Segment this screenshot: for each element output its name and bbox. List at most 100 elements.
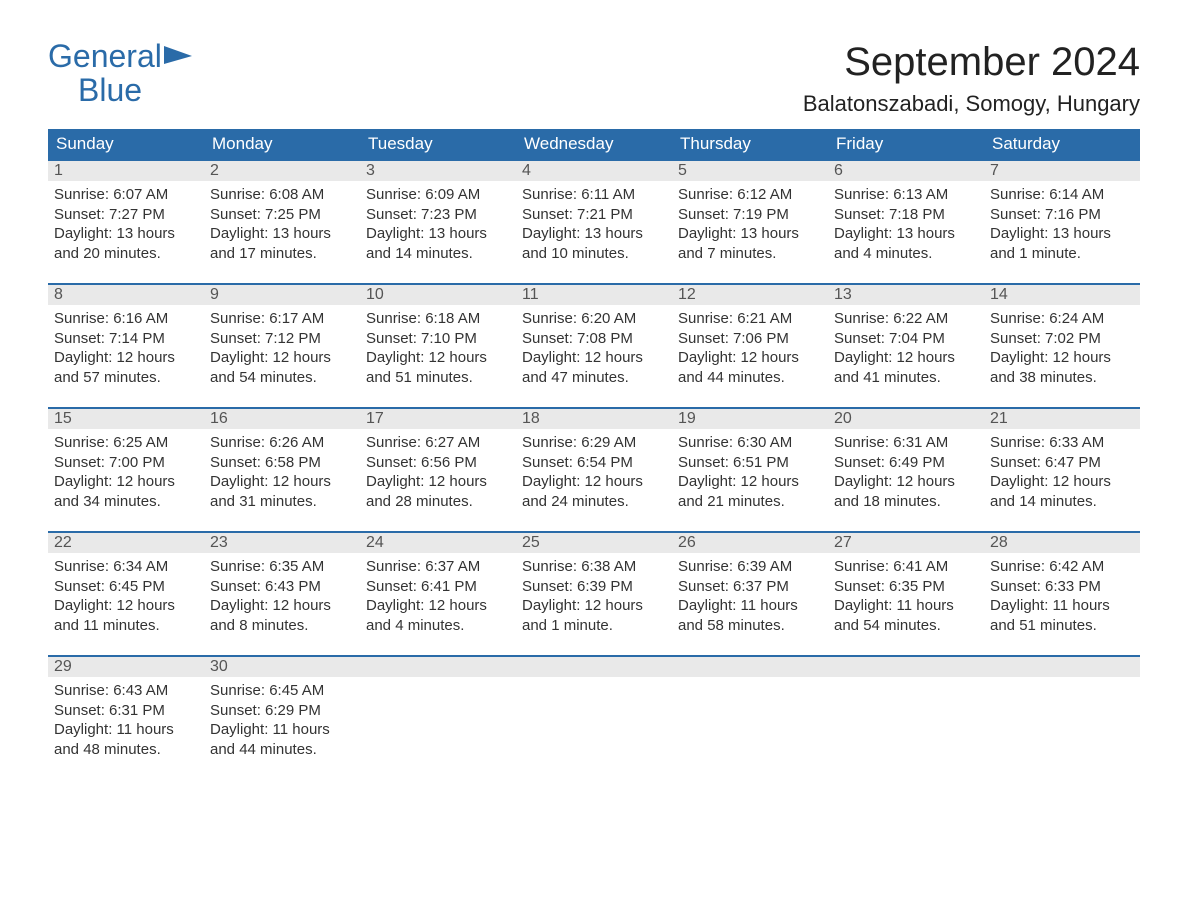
day-body: Sunrise: 6:18 AMSunset: 7:10 PMDaylight:…: [360, 305, 516, 387]
calendar-cell: [828, 655, 984, 779]
calendar-cell: 29Sunrise: 6:43 AMSunset: 6:31 PMDayligh…: [48, 655, 204, 779]
sunrise-line: Sunrise: 6:21 AM: [678, 309, 822, 329]
sunset-line: Sunset: 7:14 PM: [54, 329, 198, 349]
day-body: Sunrise: 6:41 AMSunset: 6:35 PMDaylight:…: [828, 553, 984, 635]
day-number: 15: [48, 407, 204, 429]
day-number: 17: [360, 407, 516, 429]
day-cell: 4Sunrise: 6:11 AMSunset: 7:21 PMDaylight…: [516, 159, 672, 283]
daylight-line: Daylight: 11 hours and 51 minutes.: [990, 596, 1134, 635]
sunrise-line: Sunrise: 6:25 AM: [54, 433, 198, 453]
calendar-cell: 28Sunrise: 6:42 AMSunset: 6:33 PMDayligh…: [984, 531, 1140, 655]
logo-flag-icon: [164, 46, 198, 76]
sunset-line: Sunset: 6:51 PM: [678, 453, 822, 473]
sunrise-line: Sunrise: 6:31 AM: [834, 433, 978, 453]
day-body: Sunrise: 6:30 AMSunset: 6:51 PMDaylight:…: [672, 429, 828, 511]
day-cell-empty: [984, 655, 1140, 779]
day-cell: 29Sunrise: 6:43 AMSunset: 6:31 PMDayligh…: [48, 655, 204, 779]
day-body: Sunrise: 6:37 AMSunset: 6:41 PMDaylight:…: [360, 553, 516, 635]
daylight-line: Daylight: 11 hours and 44 minutes.: [210, 720, 354, 759]
weekday-header: Tuesday: [360, 129, 516, 159]
daylight-line: Daylight: 12 hours and 51 minutes.: [366, 348, 510, 387]
day-number: 6: [828, 159, 984, 181]
calendar-cell: 19Sunrise: 6:30 AMSunset: 6:51 PMDayligh…: [672, 407, 828, 531]
daylight-line: Daylight: 12 hours and 57 minutes.: [54, 348, 198, 387]
day-number: 7: [984, 159, 1140, 181]
sunset-line: Sunset: 6:29 PM: [210, 701, 354, 721]
day-number: 22: [48, 531, 204, 553]
day-body: Sunrise: 6:24 AMSunset: 7:02 PMDaylight:…: [984, 305, 1140, 387]
day-cell: 10Sunrise: 6:18 AMSunset: 7:10 PMDayligh…: [360, 283, 516, 407]
day-cell-empty: [516, 655, 672, 779]
sunset-line: Sunset: 6:33 PM: [990, 577, 1134, 597]
calendar-cell: 8Sunrise: 6:16 AMSunset: 7:14 PMDaylight…: [48, 283, 204, 407]
day-cell: 27Sunrise: 6:41 AMSunset: 6:35 PMDayligh…: [828, 531, 984, 655]
day-number: 27: [828, 531, 984, 553]
weekday-header: Thursday: [672, 129, 828, 159]
month-title: September 2024: [803, 40, 1140, 85]
day-body: Sunrise: 6:17 AMSunset: 7:12 PMDaylight:…: [204, 305, 360, 387]
daylight-line: Daylight: 12 hours and 44 minutes.: [678, 348, 822, 387]
sunrise-line: Sunrise: 6:16 AM: [54, 309, 198, 329]
day-cell: 15Sunrise: 6:25 AMSunset: 7:00 PMDayligh…: [48, 407, 204, 531]
day-number: 23: [204, 531, 360, 553]
day-number: 11: [516, 283, 672, 305]
day-body: Sunrise: 6:45 AMSunset: 6:29 PMDaylight:…: [204, 677, 360, 759]
daylight-line: Daylight: 13 hours and 14 minutes.: [366, 224, 510, 263]
calendar-table: Sunday Monday Tuesday Wednesday Thursday…: [48, 129, 1140, 779]
day-cell: 16Sunrise: 6:26 AMSunset: 6:58 PMDayligh…: [204, 407, 360, 531]
day-number: 21: [984, 407, 1140, 429]
day-cell: 22Sunrise: 6:34 AMSunset: 6:45 PMDayligh…: [48, 531, 204, 655]
sunset-line: Sunset: 6:31 PM: [54, 701, 198, 721]
sunrise-line: Sunrise: 6:39 AM: [678, 557, 822, 577]
daylight-line: Daylight: 12 hours and 47 minutes.: [522, 348, 666, 387]
calendar-row: 1Sunrise: 6:07 AMSunset: 7:27 PMDaylight…: [48, 159, 1140, 283]
day-number: 5: [672, 159, 828, 181]
day-number: 25: [516, 531, 672, 553]
calendar-row: 29Sunrise: 6:43 AMSunset: 6:31 PMDayligh…: [48, 655, 1140, 779]
logo-text: General Blue: [48, 40, 162, 107]
day-body: Sunrise: 6:27 AMSunset: 6:56 PMDaylight:…: [360, 429, 516, 511]
day-body: Sunrise: 6:31 AMSunset: 6:49 PMDaylight:…: [828, 429, 984, 511]
day-number: 18: [516, 407, 672, 429]
calendar-cell: 23Sunrise: 6:35 AMSunset: 6:43 PMDayligh…: [204, 531, 360, 655]
logo-text-bottom: Blue: [48, 74, 162, 108]
day-number-empty: [516, 655, 672, 677]
day-cell: 12Sunrise: 6:21 AMSunset: 7:06 PMDayligh…: [672, 283, 828, 407]
day-body: Sunrise: 6:11 AMSunset: 7:21 PMDaylight:…: [516, 181, 672, 263]
calendar-cell: 22Sunrise: 6:34 AMSunset: 6:45 PMDayligh…: [48, 531, 204, 655]
calendar-body: 1Sunrise: 6:07 AMSunset: 7:27 PMDaylight…: [48, 159, 1140, 779]
day-cell: 11Sunrise: 6:20 AMSunset: 7:08 PMDayligh…: [516, 283, 672, 407]
sunset-line: Sunset: 7:25 PM: [210, 205, 354, 225]
day-cell: 26Sunrise: 6:39 AMSunset: 6:37 PMDayligh…: [672, 531, 828, 655]
day-cell: 7Sunrise: 6:14 AMSunset: 7:16 PMDaylight…: [984, 159, 1140, 283]
sunrise-line: Sunrise: 6:34 AM: [54, 557, 198, 577]
calendar-cell: 15Sunrise: 6:25 AMSunset: 7:00 PMDayligh…: [48, 407, 204, 531]
calendar-cell: 13Sunrise: 6:22 AMSunset: 7:04 PMDayligh…: [828, 283, 984, 407]
day-body: Sunrise: 6:14 AMSunset: 7:16 PMDaylight:…: [984, 181, 1140, 263]
weekday-row: Sunday Monday Tuesday Wednesday Thursday…: [48, 129, 1140, 159]
day-number: 28: [984, 531, 1140, 553]
daylight-line: Daylight: 12 hours and 14 minutes.: [990, 472, 1134, 511]
calendar-cell: 14Sunrise: 6:24 AMSunset: 7:02 PMDayligh…: [984, 283, 1140, 407]
calendar-cell: 6Sunrise: 6:13 AMSunset: 7:18 PMDaylight…: [828, 159, 984, 283]
daylight-line: Daylight: 11 hours and 58 minutes.: [678, 596, 822, 635]
sunset-line: Sunset: 7:10 PM: [366, 329, 510, 349]
calendar-cell: 9Sunrise: 6:17 AMSunset: 7:12 PMDaylight…: [204, 283, 360, 407]
day-number: 19: [672, 407, 828, 429]
sunset-line: Sunset: 6:41 PM: [366, 577, 510, 597]
day-number: 16: [204, 407, 360, 429]
day-cell-empty: [828, 655, 984, 779]
sunset-line: Sunset: 6:56 PM: [366, 453, 510, 473]
calendar-cell: [360, 655, 516, 779]
daylight-line: Daylight: 12 hours and 11 minutes.: [54, 596, 198, 635]
calendar-cell: [984, 655, 1140, 779]
daylight-line: Daylight: 12 hours and 24 minutes.: [522, 472, 666, 511]
day-body: Sunrise: 6:20 AMSunset: 7:08 PMDaylight:…: [516, 305, 672, 387]
day-number: 4: [516, 159, 672, 181]
calendar-cell: 18Sunrise: 6:29 AMSunset: 6:54 PMDayligh…: [516, 407, 672, 531]
daylight-line: Daylight: 12 hours and 1 minute.: [522, 596, 666, 635]
day-cell: 8Sunrise: 6:16 AMSunset: 7:14 PMDaylight…: [48, 283, 204, 407]
day-number-empty: [828, 655, 984, 677]
sunrise-line: Sunrise: 6:45 AM: [210, 681, 354, 701]
day-cell: 28Sunrise: 6:42 AMSunset: 6:33 PMDayligh…: [984, 531, 1140, 655]
